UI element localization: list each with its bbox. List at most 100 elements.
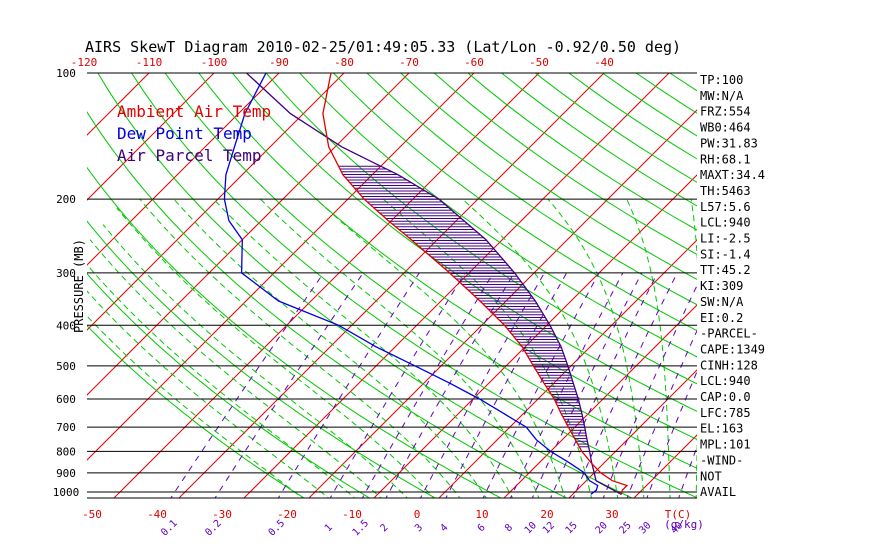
mixing-ratio-line: [170, 272, 325, 498]
mixing-ratio-line: [482, 272, 600, 498]
bottom-temp-tick-label: -10: [342, 508, 362, 521]
mixing-ratio-tick-label: 0.5: [267, 518, 288, 539]
stability-index-label: LI:-2.5: [700, 232, 751, 246]
dry-adiabat-line: [130, 73, 697, 498]
isotherm-line: [87, 73, 215, 201]
stability-index-label: AVAIL: [700, 485, 736, 499]
mixing-ratio-tick-label: 3: [413, 522, 425, 534]
moist-adiabat-line: [547, 198, 645, 498]
isotherm-line: [438, 239, 697, 498]
isotherm-line: [0, 32, 60, 500]
mixing-ratio-line: [385, 272, 515, 498]
isobar-lines: [87, 72, 697, 499]
legend-entry: Ambient Air Temp: [117, 102, 271, 121]
stability-index-label: CAPE:1349: [700, 342, 765, 356]
bottom-temp-tick-label: 10: [475, 508, 488, 521]
pressure-tick-label: 400: [56, 319, 76, 332]
chart-legend: Ambient Air Temp Dew Point Temp Air Parcel…: [117, 102, 271, 165]
dry-adiabat-line: [739, 32, 870, 501]
pressure-tick-label: 500: [56, 360, 76, 373]
mixing-ratio-tick-label: 15: [564, 520, 580, 536]
stability-index-label: SW:N/A: [700, 295, 744, 309]
dry-adiabat-line: [87, 220, 437, 498]
mixing-ratio-unit-label: (g/kg): [664, 518, 704, 531]
stability-index-label: MW:N/A: [700, 89, 744, 103]
dry-adiabat-line: [87, 324, 305, 498]
stability-index-label: MPL:101: [700, 438, 751, 452]
mixing-ratio-line: [445, 272, 568, 498]
mixing-ratio-line: [646, 370, 697, 498]
pressure-tick-label: 900: [56, 467, 76, 480]
sounding-profiles: [223, 73, 629, 495]
mixing-ratio-line: [419, 272, 545, 498]
dry-adiabat-line: [87, 111, 568, 498]
mixing-ratio-tick-label: 1.5: [351, 518, 372, 539]
stability-index-label: LFC:785: [700, 406, 751, 420]
stability-index-label: TP:100: [700, 73, 743, 87]
moist-adiabat-line: [382, 198, 592, 498]
dry-adiabat-line: [299, 73, 697, 358]
mixing-ratio-tick-label: 6: [476, 522, 488, 534]
mixing-ratio-tick-label: 20: [594, 520, 610, 536]
stability-index-label: FRZ:554: [700, 105, 751, 119]
mixing-ratio-tick-label: 0.1: [159, 518, 180, 539]
dry-adiabat-line: [332, 73, 697, 332]
mixing-ratio-tick-label: 10: [523, 520, 539, 536]
chart-title: AIRS SkewT Diagram 2010-02-25/01:49:05.3…: [85, 38, 681, 56]
stability-index-label: KI:309: [700, 279, 743, 293]
stability-index-label: PW:31.83: [700, 136, 758, 150]
mixing-ratio-lines: [170, 272, 697, 498]
isotherm-line: [503, 304, 697, 498]
top-temp-tick-label: -110: [136, 56, 163, 69]
dry-adiabat-line: [500, 73, 697, 207]
moist-adiabat-line: [116, 207, 435, 498]
stability-index-label: RH:68.1: [700, 152, 751, 166]
mixing-ratio-tick-label: 2: [379, 522, 391, 534]
top-temp-tick-label: -90: [269, 56, 289, 69]
mixing-ratio-line: [550, 272, 658, 498]
pressure-tick-label: 600: [56, 393, 76, 406]
bottom-temp-tick-label: 0: [414, 508, 421, 521]
mixing-ratio-line: [509, 272, 624, 498]
moist-adiabat-line: [139, 198, 461, 498]
isotherm-line: [568, 369, 697, 498]
mixing-ratio-tick-label: 12: [541, 520, 557, 536]
moist-adiabat-line: [102, 224, 408, 498]
top-temp-tick-label: -50: [529, 56, 549, 69]
moist-adiabat-line: [89, 239, 382, 498]
mixing-ratio-line: [277, 272, 420, 498]
bottom-temp-tick-label: 30: [605, 508, 618, 521]
stability-index-label: EL:163: [700, 422, 743, 436]
stability-index-label: -PARCEL-: [700, 327, 758, 341]
dry-adiabat-line: [87, 272, 371, 498]
mixing-ratio-tick-label: 30: [637, 520, 653, 536]
moist-adiabat-line: [87, 263, 356, 498]
dewpoint-temp-line: [223, 73, 599, 495]
parcel-temp-line: [246, 73, 622, 495]
mixing-ratio-line: [329, 272, 466, 498]
mixing-ratio-line: [361, 272, 494, 498]
stability-index-label: MAXT:34.4: [700, 168, 765, 182]
mixing-ratio-line: [626, 329, 697, 498]
isotherm-line: [373, 174, 697, 498]
stability-index-label: LCL:940: [700, 374, 751, 388]
moist-adiabat-line: [87, 290, 330, 498]
mixing-ratio-line: [602, 284, 697, 498]
stability-index-label: L57:5.6: [700, 200, 751, 214]
mixing-ratio-line: [572, 272, 678, 498]
legend-entry: Dew Point Temp: [117, 124, 252, 143]
dry-adiabat-line: [97, 73, 634, 498]
moist-adiabat-lines: [87, 198, 697, 498]
stability-index-label: -WIND-: [700, 453, 743, 467]
bottom-temp-tick-label: -40: [147, 508, 167, 521]
stability-index-label: LCL:940: [700, 216, 751, 230]
mixing-ratio-tick-label: 25: [617, 520, 633, 536]
moist-adiabat-line: [213, 198, 514, 498]
mixing-ratio-tick-label: 4: [438, 522, 450, 534]
moist-adiabat-line: [87, 315, 304, 498]
moist-adiabat-line: [626, 198, 671, 498]
moist-adiabat-line: [315, 198, 566, 498]
cape-hatch-area: [338, 165, 589, 448]
mixing-ratio-tick-label: 0.2: [203, 518, 224, 539]
isotherm-line: [113, 73, 540, 498]
